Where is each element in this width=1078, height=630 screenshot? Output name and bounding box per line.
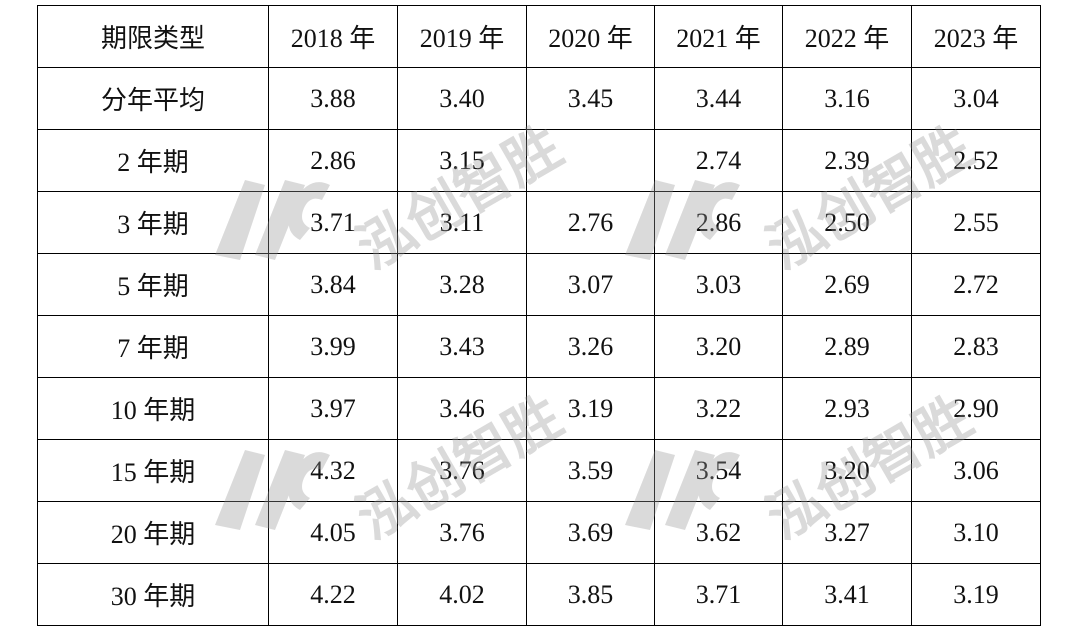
cell: 3.69 [526, 501, 655, 564]
cell: 2.86 [654, 191, 783, 254]
data-row: 10 年期 3.97 3.46 3.19 3.22 2.93 2.90 [37, 377, 1041, 440]
data-row: 3 年期 3.71 3.11 2.76 2.86 2.50 2.55 [37, 191, 1041, 254]
row-label: 5 年期 [37, 253, 269, 316]
cell: 3.59 [526, 439, 655, 502]
cell: 3.20 [782, 439, 912, 502]
cell: 3.43 [397, 315, 527, 378]
cell: 3.10 [911, 501, 1041, 564]
cell: 4.02 [397, 563, 527, 626]
cell: 3.45 [526, 67, 655, 130]
cell: 2.69 [782, 253, 912, 316]
cell: 3.76 [397, 439, 527, 502]
row-label: 分年平均 [37, 67, 269, 130]
cell: 3.22 [654, 377, 783, 440]
cell: 3.15 [397, 129, 527, 192]
cell: 3.85 [526, 563, 655, 626]
row-label: 20 年期 [37, 501, 269, 564]
cell: 3.16 [782, 67, 912, 130]
cell: 3.20 [654, 315, 783, 378]
cell: 2.50 [782, 191, 912, 254]
rate-table: 期限类型 2018 年 2019 年 2020 年 2021 年 2022 年 2023 年… [37, 5, 1041, 626]
cell: 4.32 [268, 439, 398, 502]
cell: 3.76 [397, 501, 527, 564]
cell: 3.07 [526, 253, 655, 316]
cell: 3.19 [911, 563, 1041, 626]
row-label: 30 年期 [37, 563, 269, 626]
row-label: 10 年期 [37, 377, 269, 440]
cell: 3.44 [654, 67, 783, 130]
cell: 2.74 [654, 129, 783, 192]
data-row: 分年平均 3.88 3.40 3.45 3.44 3.16 3.04 [37, 67, 1041, 130]
table-body: 期限类型 2018 年 2019 年 2020 年 2021 年 2022 年 2023 年… [37, 5, 1041, 626]
cell: 3.71 [654, 563, 783, 626]
data-row: 2 年期 2.86 3.15 2.74 2.39 2.52 [37, 129, 1041, 192]
data-row: 7 年期 3.99 3.43 3.26 3.20 2.89 2.83 [37, 315, 1041, 378]
data-row: 30 年期 4.22 4.02 3.85 3.71 3.41 3.19 [37, 563, 1041, 626]
cell: 3.41 [782, 563, 912, 626]
cell: 3.88 [268, 67, 398, 130]
data-row: 5 年期 3.84 3.28 3.07 3.03 2.69 2.72 [37, 253, 1041, 316]
cell: 4.05 [268, 501, 398, 564]
cell: 2.55 [911, 191, 1041, 254]
cell: 3.04 [911, 67, 1041, 130]
row-label: 15 年期 [37, 439, 269, 502]
cell: 3.54 [654, 439, 783, 502]
cell: 2.86 [268, 129, 398, 192]
cell: 4.22 [268, 563, 398, 626]
cell: 2.39 [782, 129, 912, 192]
cell: 2.83 [911, 315, 1041, 378]
cell: 3.06 [911, 439, 1041, 502]
cell: 2020 年 [526, 5, 655, 68]
cell: 3.99 [268, 315, 398, 378]
row-label: 3 年期 [37, 191, 269, 254]
cell: 3.03 [654, 253, 783, 316]
cell: 3.19 [526, 377, 655, 440]
cell: 2.93 [782, 377, 912, 440]
row-label: 期限类型 [37, 5, 269, 68]
cell: 2019 年 [397, 5, 527, 68]
cell: 2023 年 [911, 5, 1041, 68]
cell: 3.97 [268, 377, 398, 440]
cell: 2022 年 [782, 5, 912, 68]
cell: 3.62 [654, 501, 783, 564]
cell: 3.28 [397, 253, 527, 316]
cell: 2.72 [911, 253, 1041, 316]
cell [526, 129, 655, 192]
header-row: 期限类型 2018 年 2019 年 2020 年 2021 年 2022 年 2023 年 [37, 5, 1041, 68]
cell: 2.76 [526, 191, 655, 254]
cell: 3.84 [268, 253, 398, 316]
data-row: 15 年期 4.32 3.76 3.59 3.54 3.20 3.06 [37, 439, 1041, 502]
data-row: 20 年期 4.05 3.76 3.69 3.62 3.27 3.10 [37, 501, 1041, 564]
row-label: 7 年期 [37, 315, 269, 378]
cell: 2.52 [911, 129, 1041, 192]
cell: 3.71 [268, 191, 398, 254]
cell: 3.40 [397, 67, 527, 130]
cell: 2.90 [911, 377, 1041, 440]
cell: 3.26 [526, 315, 655, 378]
cell: 2018 年 [268, 5, 398, 68]
cell: 2021 年 [654, 5, 783, 68]
cell: 3.11 [397, 191, 527, 254]
cell: 2.89 [782, 315, 912, 378]
cell: 3.46 [397, 377, 527, 440]
cell: 3.27 [782, 501, 912, 564]
row-label: 2 年期 [37, 129, 269, 192]
